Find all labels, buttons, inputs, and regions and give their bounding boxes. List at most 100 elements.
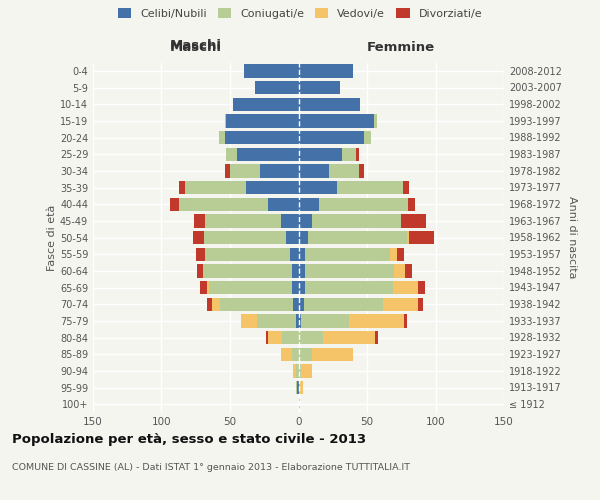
Bar [292, 281, 299, 294]
Bar [397, 248, 404, 261]
Bar [409, 231, 434, 244]
Bar [224, 131, 299, 144]
Bar [299, 114, 374, 128]
Bar [282, 331, 299, 344]
Bar [257, 314, 296, 328]
Bar [226, 148, 237, 161]
Bar [299, 281, 305, 294]
Bar [312, 214, 401, 228]
Bar [260, 164, 299, 177]
Bar [375, 331, 378, 344]
Bar [292, 264, 299, 278]
Bar [299, 314, 301, 328]
Bar [299, 298, 304, 311]
Bar [179, 198, 268, 211]
Bar [230, 164, 260, 177]
Bar [299, 148, 343, 161]
Bar [299, 264, 305, 278]
Bar [224, 164, 230, 177]
Bar [237, 148, 299, 161]
Bar [356, 148, 359, 161]
Bar [204, 231, 286, 244]
Bar [401, 214, 426, 228]
Bar [212, 298, 220, 311]
Bar [390, 248, 397, 261]
Bar [292, 348, 299, 361]
Text: Popolazione per età, sesso e stato civile - 2013: Popolazione per età, sesso e stato civil… [12, 432, 366, 446]
Bar [207, 298, 212, 311]
Bar [170, 198, 179, 211]
Bar [305, 248, 390, 261]
Bar [226, 114, 299, 128]
Text: COMUNE DI CASSINE (AL) - Dati ISTAT 1° gennaio 2013 - Elaborazione TUTTITALIA.IT: COMUNE DI CASSINE (AL) - Dati ISTAT 1° g… [12, 462, 410, 471]
Text: Maschi: Maschi [170, 41, 222, 54]
Bar [418, 298, 423, 311]
Bar [299, 248, 305, 261]
Bar [301, 314, 349, 328]
Bar [244, 64, 299, 78]
Bar [286, 231, 299, 244]
Bar [281, 348, 292, 361]
Bar [300, 381, 302, 394]
Bar [268, 331, 282, 344]
Bar [408, 198, 415, 211]
Bar [305, 264, 394, 278]
Bar [393, 281, 418, 294]
Bar [349, 314, 404, 328]
Bar [205, 248, 290, 261]
Bar [299, 331, 323, 344]
Bar [233, 98, 299, 111]
Bar [407, 231, 409, 244]
Bar [304, 298, 383, 311]
Bar [299, 364, 301, 378]
Bar [266, 331, 268, 344]
Bar [418, 281, 425, 294]
Bar [364, 131, 371, 144]
Bar [203, 264, 292, 278]
Bar [268, 198, 299, 211]
Bar [194, 214, 205, 228]
Bar [209, 281, 292, 294]
Bar [299, 231, 308, 244]
Bar [254, 81, 299, 94]
Bar [299, 81, 340, 94]
Y-axis label: Anni di nascita: Anni di nascita [567, 196, 577, 278]
Bar [406, 264, 412, 278]
Bar [193, 231, 204, 244]
Bar [290, 248, 299, 261]
Legend: Celibi/Nubili, Coniugati/e, Vedovi/e, Divorziati/e: Celibi/Nubili, Coniugati/e, Vedovi/e, Di… [118, 8, 482, 19]
Bar [359, 164, 364, 177]
Bar [323, 331, 375, 344]
Bar [329, 164, 359, 177]
Bar [337, 181, 403, 194]
Bar [241, 314, 257, 328]
Bar [200, 281, 207, 294]
Text: Maschi: Maschi [170, 39, 222, 52]
Bar [296, 314, 299, 328]
Bar [299, 381, 300, 394]
Bar [197, 264, 203, 278]
Bar [305, 281, 393, 294]
Bar [312, 348, 353, 361]
Bar [205, 214, 281, 228]
Bar [297, 381, 299, 394]
Bar [343, 148, 356, 161]
Bar [219, 131, 224, 144]
Bar [319, 198, 408, 211]
Bar [196, 248, 205, 261]
Bar [383, 298, 418, 311]
Bar [220, 298, 293, 311]
Bar [299, 348, 312, 361]
Bar [247, 181, 299, 194]
Bar [281, 214, 299, 228]
Bar [224, 114, 226, 128]
Bar [299, 98, 360, 111]
Bar [394, 264, 406, 278]
Bar [404, 314, 407, 328]
Bar [296, 381, 297, 394]
Bar [403, 181, 409, 194]
Bar [299, 398, 300, 411]
Bar [299, 131, 364, 144]
Bar [299, 214, 312, 228]
Bar [185, 181, 247, 194]
